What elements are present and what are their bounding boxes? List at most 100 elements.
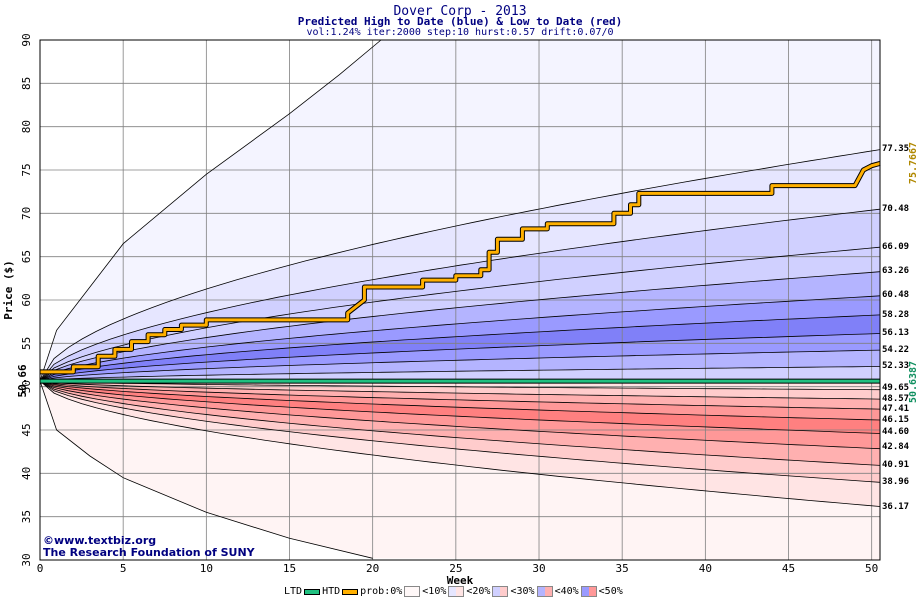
low-contour-3 — [39, 380, 881, 421]
legend-p10-label: <10% — [422, 586, 447, 597]
outer-low-curve — [39, 380, 373, 559]
high-band-0 — [40, 40, 880, 381]
x-tick-10: 10 — [200, 562, 213, 575]
y-tick-90: 90 — [20, 33, 33, 46]
x-tick-40: 40 — [699, 562, 712, 575]
high-label-6: 56.13 — [882, 328, 909, 338]
x-tick-30: 30 — [532, 562, 545, 575]
high-band-7 — [40, 333, 880, 381]
high-contour-4 — [39, 295, 881, 382]
legend-prob-label: prob:0% — [360, 586, 403, 597]
low-contour-0 — [39, 380, 881, 391]
y-tick-85: 85 — [20, 77, 33, 90]
legend-swatch-30 — [536, 586, 553, 597]
low-band-1 — [40, 380, 880, 507]
y-tick-80: 80 — [20, 120, 33, 133]
chart-title: Dover Corp - 2013 — [393, 4, 527, 19]
x-tick-20: 20 — [366, 562, 379, 575]
y-tick-30: 30 — [20, 553, 33, 566]
low-label-2: 47.41 — [882, 404, 909, 414]
y-tick-55: 55 — [20, 337, 33, 350]
legend-htd-swatch — [342, 588, 359, 595]
high-contour-7 — [39, 349, 881, 382]
current-ltd-label: 50.6387 — [908, 361, 919, 403]
legend-p30-label: <30% — [510, 586, 535, 597]
high-label-0: 77.35 — [882, 144, 909, 154]
current-htd-label: 75.7667 — [908, 142, 919, 184]
chart-subtitle: Predicted High to Date (blue) & Low to D… — [297, 15, 623, 28]
low-band-3 — [40, 380, 880, 466]
low-probability-bands — [40, 380, 880, 560]
low-label-8: 36.17 — [882, 502, 909, 512]
low-band-6 — [40, 380, 880, 420]
axes — [39, 39, 881, 561]
legend-p20-label: <20% — [466, 586, 491, 597]
high-label-5: 58.28 — [882, 310, 909, 320]
low-label-4: 44.60 — [882, 427, 909, 437]
legend-p50-label: <50% — [598, 586, 623, 597]
high-label-2: 66.09 — [882, 242, 909, 252]
high-label-7: 54.22 — [882, 345, 909, 355]
high-contour-1 — [39, 208, 881, 382]
low-band-4 — [40, 380, 880, 449]
plot-frame — [39, 39, 881, 561]
high-band-8 — [40, 350, 880, 381]
outer-high-curve — [39, 39, 382, 382]
high-band-2 — [40, 209, 880, 381]
low-label-1: 48.57 — [882, 394, 909, 404]
low-band-7 — [40, 380, 880, 410]
low-contour-1 — [39, 380, 881, 400]
low-label-6: 40.91 — [882, 460, 909, 470]
watermark-url: ©www.textbiz.org — [43, 534, 157, 547]
low-contour-6 — [39, 380, 881, 466]
legend-swatch-10 — [448, 586, 465, 597]
high-band-5 — [40, 295, 880, 381]
high-band-9 — [40, 366, 880, 381]
x-tick-35: 35 — [616, 562, 629, 575]
high-label-1: 70.48 — [882, 204, 909, 214]
legend-swatch-20 — [492, 586, 509, 597]
legend: LTD HTD prob:0% <10% <20% <30% <40% <50% — [284, 586, 623, 597]
high-contour-5 — [39, 314, 881, 382]
y-tick-70: 70 — [20, 207, 33, 220]
high-label-8: 52.33 — [882, 361, 909, 371]
high-contour-0 — [39, 149, 881, 382]
x-tick-0: 0 — [37, 562, 44, 575]
legend-ltd-label: LTD — [284, 586, 303, 597]
x-axis-label: Week — [447, 574, 474, 587]
high-band-3 — [40, 247, 880, 381]
probability-contours — [39, 149, 881, 507]
high-contour-8 — [39, 366, 881, 382]
y-tick-50: 50 — [20, 380, 33, 393]
legend-swatch-0 — [404, 586, 421, 597]
legend-ltd-swatch — [304, 588, 321, 595]
legend-htd-label: HTD — [322, 586, 341, 597]
low-contour-2 — [39, 380, 881, 410]
low-label-3: 46.15 — [882, 415, 909, 425]
y-tick-75: 75 — [20, 163, 33, 176]
watermark-org: The Research Foundation of SUNY — [43, 546, 255, 559]
high-label-4: 60.48 — [882, 290, 909, 300]
x-tick-15: 15 — [283, 562, 296, 575]
high-band-4 — [40, 271, 880, 381]
start-price-label: 50.66 — [16, 364, 29, 397]
high-contour-2 — [39, 246, 881, 382]
high-contour-6 — [39, 333, 881, 382]
low-band-0 — [40, 380, 880, 560]
y-tick-45: 45 — [20, 423, 33, 436]
x-tick-45: 45 — [782, 562, 795, 575]
low-label-0: 49.65 — [882, 383, 909, 393]
outer-envelope — [39, 39, 382, 559]
htd-line — [40, 161, 881, 374]
low-contour-4 — [39, 380, 881, 434]
low-label-7: 38.96 — [882, 477, 909, 487]
y-tick-60: 60 — [20, 293, 33, 306]
legend-p40-label: <40% — [554, 586, 579, 597]
high-label-3: 63.26 — [882, 266, 909, 276]
low-contour-8 — [39, 380, 881, 507]
y-axis-label: Price ($) — [2, 260, 15, 320]
low-contour-5 — [39, 380, 881, 450]
x-tick-50: 50 — [865, 562, 878, 575]
low-band-5 — [40, 380, 880, 434]
